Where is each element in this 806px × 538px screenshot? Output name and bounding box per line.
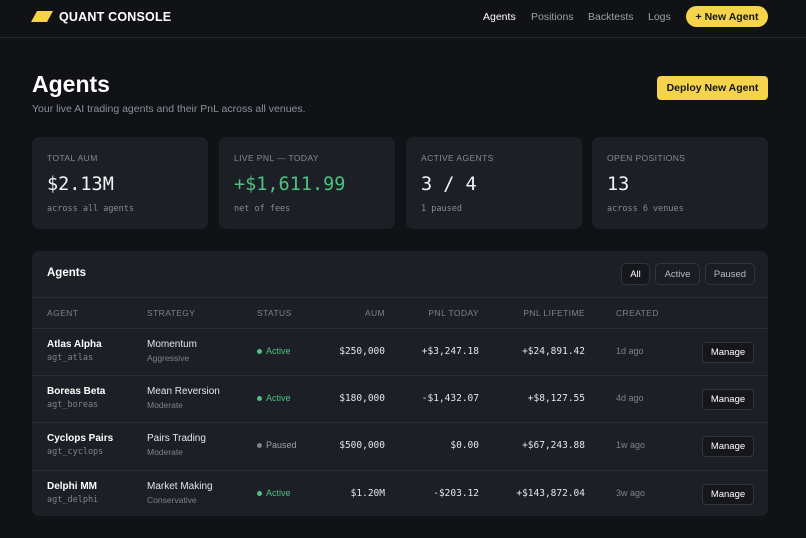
risk: Aggressive	[147, 353, 190, 363]
pnl-lifetime: +$143,872.04	[516, 487, 585, 499]
pnl-lifetime: +$24,891.42	[522, 346, 585, 357]
manage-button[interactable]: Manage	[702, 436, 754, 458]
nav-link[interactable]: Agents	[483, 11, 516, 23]
strategy: Mean Reversion	[147, 386, 220, 398]
top-bar	[0, 0, 806, 38]
status-dot	[257, 490, 262, 496]
column-header: CREATED	[616, 308, 659, 318]
strategy: Momentum	[147, 339, 198, 350]
column-header: AUM	[364, 308, 385, 318]
pnl-today: -$1,432.07	[421, 393, 479, 405]
agent-id: agt_cyclops	[47, 447, 104, 458]
risk: Moderate	[147, 447, 183, 458]
pnl-lifetime: +$8,127.55	[527, 393, 585, 405]
column-header: PNL TODAY	[428, 308, 479, 318]
filter-button[interactable]: Active	[655, 263, 700, 285]
created: 1d ago	[616, 346, 644, 356]
pnl-today: +$3,247.18	[421, 346, 479, 357]
stat-note: across 6 venues	[607, 204, 684, 214]
filter-button[interactable]: All	[621, 263, 650, 285]
column-header: STATUS	[257, 308, 292, 318]
stat-note: across all agents	[47, 204, 134, 214]
strategy: Pairs Trading	[147, 433, 206, 445]
nav-link[interactable]: Positions	[531, 11, 574, 23]
stat-value: 3 / 4	[421, 174, 477, 195]
created: 1w ago	[616, 440, 646, 451]
stat-value: 13	[607, 174, 630, 195]
nav-link[interactable]: Logs	[648, 11, 671, 23]
stat-note: 1 paused	[421, 204, 462, 214]
stat-value: $2.13M	[47, 174, 114, 195]
column-header: PNL LIFETIME	[523, 308, 585, 318]
divider	[32, 422, 768, 424]
created: 3w ago	[616, 487, 646, 498]
logo	[31, 11, 53, 22]
stat-label: Open Positions	[607, 153, 686, 163]
agent-id: agt_delphi	[47, 494, 99, 505]
divider	[32, 469, 768, 471]
page-title: Agents	[32, 71, 110, 97]
stat-label: Total AUM	[47, 153, 98, 163]
manage-button[interactable]: Manage	[702, 483, 754, 505]
pnl-lifetime: +$67,243.88	[522, 440, 585, 452]
agent-name: Boreas Beta	[47, 386, 106, 398]
risk: Conservative	[147, 494, 197, 505]
status: Active	[266, 346, 291, 356]
pnl-today: -$203.12	[433, 487, 479, 499]
manage-button[interactable]: Manage	[702, 342, 754, 363]
nav-link[interactable]: Backtests	[588, 11, 634, 23]
divider	[32, 375, 768, 377]
stat-note: net of fees	[234, 204, 291, 214]
filter-button[interactable]: Paused	[705, 263, 755, 285]
brand: QUANT CONSOLE	[59, 10, 172, 24]
stat-card	[32, 137, 208, 229]
agent-name: Atlas Alpha	[47, 339, 102, 350]
stat-card	[592, 137, 768, 229]
status-dot	[257, 396, 262, 402]
status: Paused	[266, 440, 297, 451]
strategy: Market Making	[147, 480, 213, 492]
manage-button[interactable]: Manage	[702, 389, 754, 411]
stat-label: Live PnL — Today	[234, 153, 319, 163]
aum: $180,000	[339, 393, 385, 405]
status: Active	[266, 393, 291, 404]
divider	[32, 297, 768, 298]
agents-table	[32, 251, 768, 516]
agent-name: Cyclops Pairs	[47, 433, 114, 445]
stat-value: +$1,611.99	[234, 174, 346, 195]
new-agent-button[interactable]: + New Agent	[686, 6, 768, 27]
aum: $1.20M	[350, 487, 385, 499]
risk: Moderate	[147, 400, 183, 411]
column-header: STRATEGY	[147, 308, 196, 318]
page-subtitle: Your live AI trading agents and their Pn…	[32, 103, 306, 115]
agent-id: agt_boreas	[47, 400, 99, 411]
deploy-button[interactable]: Deploy New Agent	[657, 76, 768, 100]
pnl-today: $0.00	[450, 440, 479, 452]
stat-card	[219, 137, 395, 229]
status-dot	[257, 443, 262, 449]
aum: $250,000	[339, 346, 385, 357]
created: 4d ago	[616, 393, 644, 404]
divider	[32, 328, 768, 329]
agent-id: agt_atlas	[47, 353, 94, 363]
stat-label: Active Agents	[421, 153, 494, 163]
aum: $500,000	[339, 440, 385, 452]
agent-name: Delphi MM	[47, 480, 97, 492]
status: Active	[266, 487, 291, 498]
column-header: AGENT	[47, 308, 79, 318]
table-title: Agents	[47, 267, 86, 279]
status-dot	[257, 349, 262, 354]
stat-card	[406, 137, 582, 229]
